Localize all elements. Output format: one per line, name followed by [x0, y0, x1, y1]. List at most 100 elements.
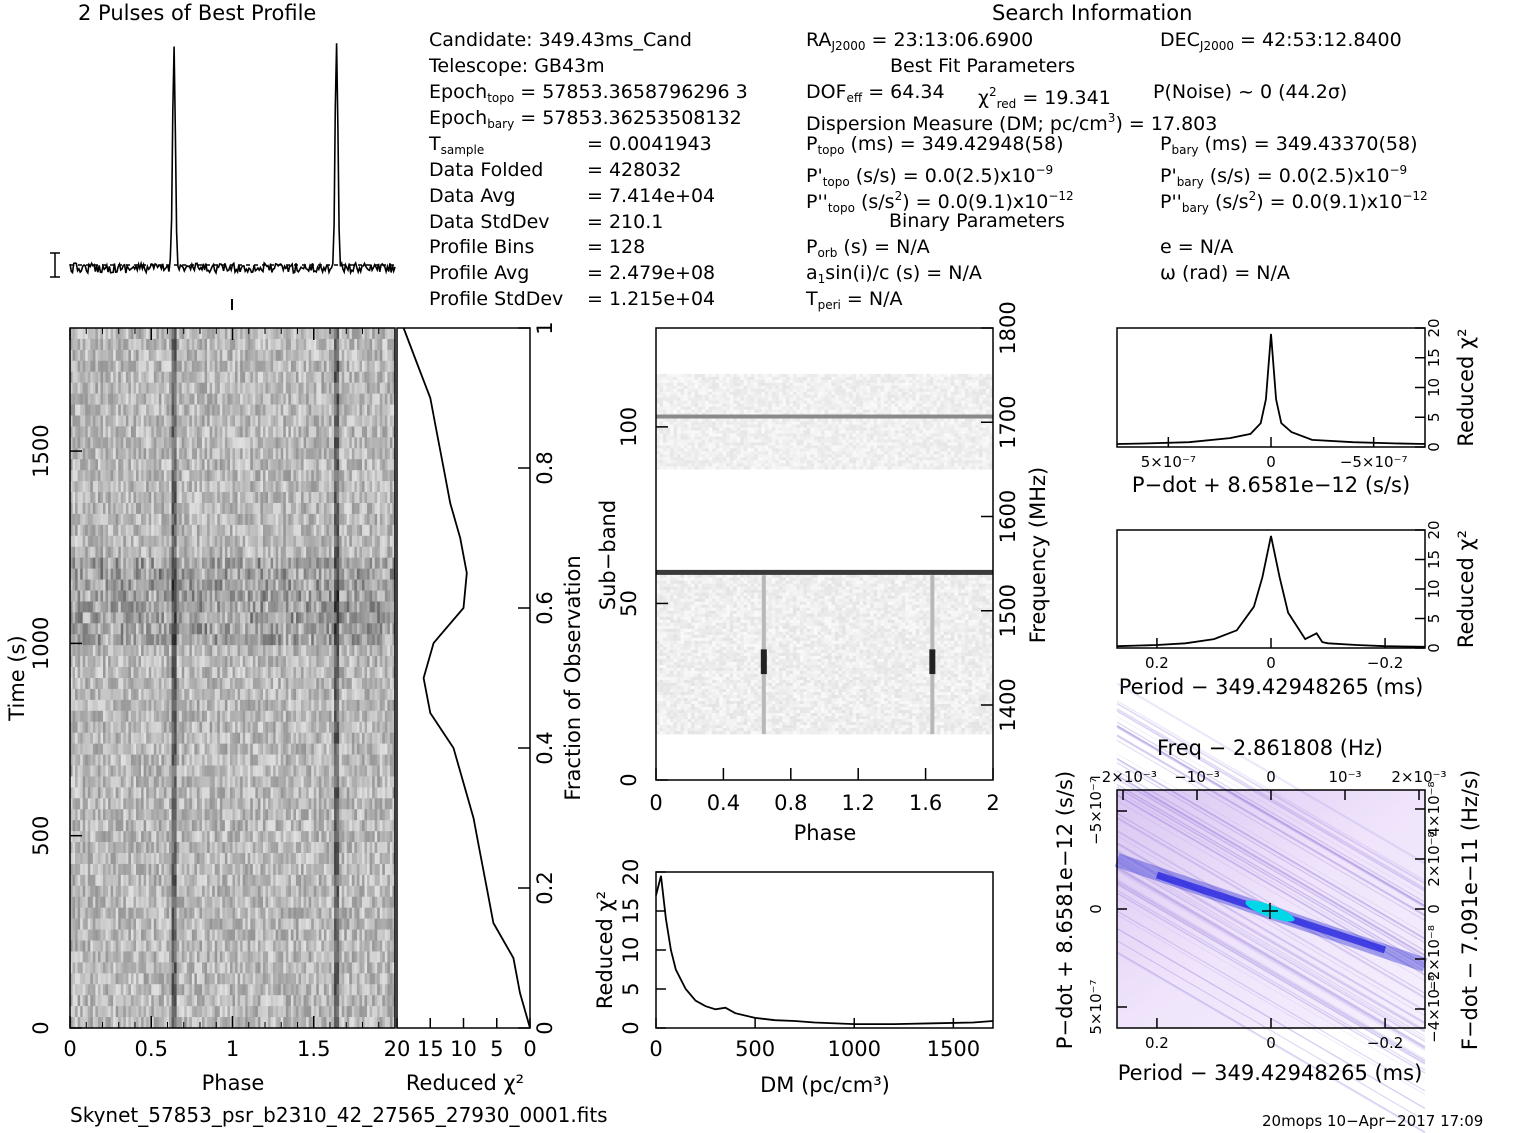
heatmap-cell: [158, 448, 162, 460]
heatmap-cell: [280, 524, 284, 537]
heatmap-cell: [82, 721, 86, 733]
heatmap-cell: [224, 546, 228, 558]
heatmap-cell: [235, 459, 238, 471]
heatmap-cell: [354, 667, 358, 679]
heatmap-cell: [90, 513, 94, 526]
heatmap-cell: [336, 612, 340, 624]
heatmap-cell: [209, 437, 213, 449]
heatmap-cell: [103, 448, 106, 460]
heatmap-cell: [214, 492, 218, 504]
heatmap-cell: [110, 371, 114, 383]
heatmap-cell: [95, 535, 99, 548]
heatmap-cell: [176, 470, 180, 482]
heatmap-cell: [123, 404, 127, 416]
heatmap-cell: [189, 338, 193, 351]
heatmap-cell: [207, 349, 210, 362]
heatmap-cell: [158, 382, 162, 394]
heatmap-cell: [227, 579, 231, 591]
heatmap-cell: [374, 437, 378, 449]
heatmap-cell: [174, 349, 177, 362]
heatmap-cell: [110, 437, 114, 449]
heatmap-cell: [179, 743, 183, 755]
heatmap-cell: [349, 667, 353, 679]
heatmap-cell: [377, 590, 381, 602]
heatmap-cell: [293, 568, 297, 580]
heatmap-cell: [308, 601, 312, 613]
heatmap-cell: [318, 678, 322, 690]
heatmap-cell: [392, 448, 396, 460]
heatmap-cell: [349, 579, 353, 591]
heatmap-cell: [328, 513, 332, 526]
heatmap-cell: [224, 415, 228, 427]
heatmap-cell: [318, 721, 322, 733]
heatmap-cell: [245, 481, 249, 493]
heatmap-cell: [331, 415, 335, 427]
heatmap-cell: [374, 393, 378, 405]
heatmap-cell: [166, 459, 170, 471]
heatmap-cell: [270, 667, 274, 679]
heatmap-cell: [382, 535, 386, 548]
heatmap-cell: [199, 645, 203, 657]
heatmap-cell: [105, 524, 109, 537]
heatmap-cell: [361, 470, 365, 482]
heatmap-cell: [110, 645, 114, 657]
heatmap-cell: [136, 470, 139, 482]
heatmap-cell: [141, 382, 144, 394]
heatmap-cell: [138, 623, 142, 635]
heatmap-cell: [70, 721, 73, 733]
heatmap-cell: [169, 721, 172, 733]
heatmap-cell: [143, 524, 147, 537]
heatmap-cell: [235, 634, 238, 646]
heatmap-cell: [377, 710, 381, 723]
heatmap-cell: [161, 612, 165, 624]
heatmap-cell: [82, 448, 86, 460]
heatmap-cell: [235, 328, 238, 340]
heatmap-cell: [260, 699, 264, 712]
heatmap-cell: [108, 404, 111, 416]
heatmap-cell: [169, 481, 172, 493]
heatmap-cell: [156, 437, 160, 449]
heatmap-cell: [199, 448, 203, 460]
heatmap-cell: [295, 590, 299, 602]
heatmap-cell: [361, 349, 365, 362]
heatmap-cell: [306, 732, 309, 744]
heatmap-cell: [326, 371, 330, 383]
heatmap-cell: [146, 667, 150, 679]
heatmap-cell: [113, 371, 116, 383]
heatmap-cell: [82, 426, 86, 438]
heatmap-cell: [161, 667, 165, 679]
heatmap-cell: [356, 338, 360, 351]
heatmap-cell: [95, 349, 99, 362]
heatmap-cell: [186, 524, 190, 537]
heatmap-cell: [148, 524, 152, 537]
heatmap-cell: [369, 415, 373, 427]
heatmap-cell: [194, 459, 198, 471]
heatmap-cell: [328, 623, 332, 635]
heatmap-cell: [288, 656, 292, 668]
heatmap-cell: [372, 678, 375, 690]
heatmap-cell: [379, 645, 383, 657]
heatmap-cell: [108, 579, 111, 591]
heatmap-cell: [379, 349, 383, 362]
heatmap-cell: [367, 338, 370, 351]
heatmap-cell: [392, 721, 396, 733]
heatmap-cell: [247, 568, 251, 580]
heatmap-cell: [70, 393, 73, 405]
heatmap-cell: [242, 645, 246, 657]
heatmap-cell: [250, 579, 254, 591]
heatmap-cell: [184, 481, 188, 493]
heatmap-cell: [280, 437, 284, 449]
heatmap-cell: [141, 426, 144, 438]
heatmap-cell: [313, 645, 317, 657]
heatmap-cell: [273, 546, 276, 558]
heatmap-cell: [209, 732, 213, 744]
heatmap-cell: [364, 360, 368, 373]
heatmap-cell: [232, 404, 236, 416]
heatmap-cell: [171, 688, 175, 701]
heatmap-cell: [163, 393, 167, 405]
heatmap-cell: [268, 710, 271, 723]
heatmap-cell: [257, 481, 261, 493]
heatmap-cell: [260, 612, 264, 624]
heatmap-cell: [186, 678, 190, 690]
heatmap-cell: [295, 535, 299, 548]
